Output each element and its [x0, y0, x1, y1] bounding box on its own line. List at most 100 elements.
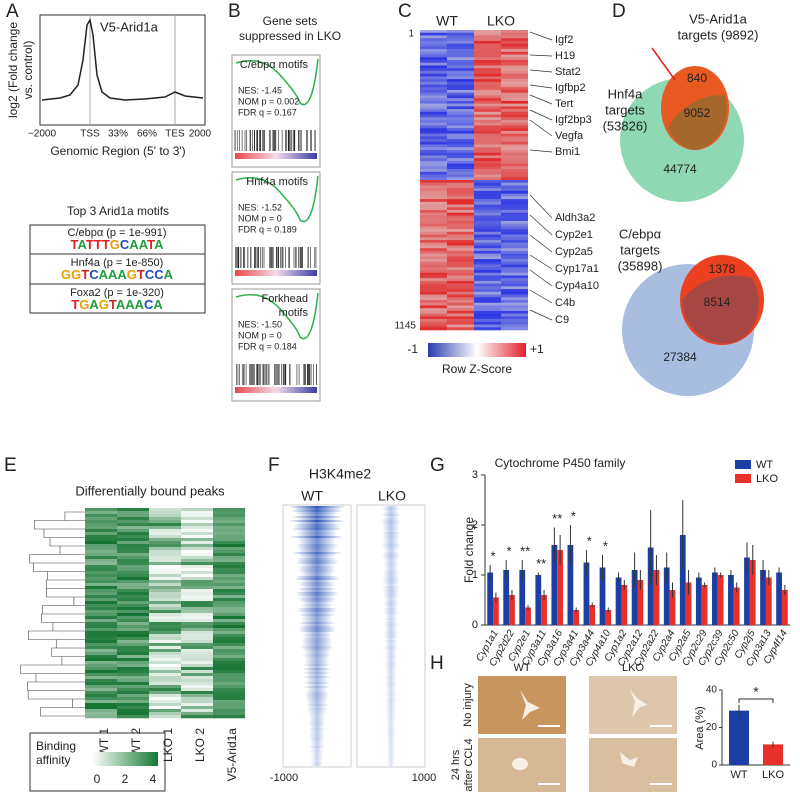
heat-cell	[420, 155, 447, 159]
heat-cell	[149, 634, 181, 638]
heat-row	[298, 628, 336, 630]
x-tick-label: 33%	[108, 129, 128, 140]
heat-row	[381, 514, 401, 516]
heat-cell	[181, 685, 213, 689]
heat-cell	[85, 655, 117, 659]
heat-cell	[85, 580, 117, 584]
heat-cell	[149, 598, 181, 602]
heat-cell	[501, 133, 528, 137]
bar	[647, 547, 654, 625]
heat-cell	[85, 652, 117, 656]
heat-cell	[149, 589, 181, 593]
heat-cell	[474, 158, 501, 162]
heat-cell	[117, 637, 149, 641]
heat-cell	[117, 544, 149, 548]
heat-cell	[420, 215, 447, 219]
heat-cell	[420, 182, 447, 186]
heat-row	[298, 550, 336, 552]
heat-cell	[213, 712, 245, 716]
bar	[621, 585, 628, 625]
legend-title: affinity	[36, 753, 70, 767]
heat-row	[306, 688, 328, 690]
heat-cell	[420, 321, 447, 325]
heat-row	[297, 548, 337, 550]
heat-cell	[149, 697, 181, 701]
heat-cell	[213, 559, 245, 563]
heat-cell	[181, 529, 213, 533]
heat-cell	[447, 171, 474, 175]
gsea-frame	[231, 54, 321, 168]
heat-cell	[213, 535, 245, 539]
gene-set-name: motifs	[279, 307, 309, 319]
heat-row	[385, 654, 397, 656]
heat-cell	[501, 182, 528, 186]
heat-cell	[474, 242, 501, 246]
significance: *	[490, 548, 495, 563]
heat-cell	[447, 106, 474, 110]
heat-cell	[447, 226, 474, 230]
heat-cell	[474, 65, 501, 69]
heat-cell	[501, 204, 528, 208]
heat-cell	[181, 562, 213, 566]
heat-cell	[149, 646, 181, 650]
heat-cell	[420, 231, 447, 235]
heat-cell	[501, 327, 528, 331]
heat-cell	[85, 637, 117, 641]
heat-cell	[447, 305, 474, 309]
heat-cell	[420, 199, 447, 203]
heat-row	[384, 626, 398, 628]
heat-cell	[149, 547, 181, 551]
heat-row	[383, 574, 399, 576]
heat-cell	[420, 226, 447, 230]
heat-cell	[117, 634, 149, 638]
bar	[669, 590, 676, 625]
heat-cell	[474, 57, 501, 61]
heat-cell	[474, 40, 501, 44]
rank-bar	[235, 270, 317, 276]
heat-cell	[149, 655, 181, 659]
heat-cell	[117, 664, 149, 668]
heat-cell	[420, 283, 447, 287]
heat-cell	[474, 46, 501, 50]
heat-row	[386, 736, 396, 738]
heat-row	[384, 656, 398, 658]
heat-cell	[447, 139, 474, 143]
heat-row	[384, 616, 398, 618]
gene-label: Cyp17a1	[555, 263, 599, 275]
profile-frame	[39, 14, 206, 126]
heat-cell	[474, 212, 501, 216]
heat-cell	[447, 234, 474, 238]
heat-row	[382, 542, 400, 544]
heat-row	[292, 508, 342, 510]
gene-label: Vegfa	[555, 130, 584, 142]
heat-cell	[447, 98, 474, 102]
heat-row	[303, 636, 331, 638]
heat-cell	[181, 511, 213, 515]
heat-row	[383, 602, 399, 604]
heat-cell	[474, 120, 501, 124]
heat-row	[310, 762, 324, 764]
heat-row	[384, 682, 398, 684]
heat-cell	[447, 310, 474, 314]
heat-cell	[447, 49, 474, 53]
gsea-curve	[235, 58, 319, 106]
heat-cell	[447, 207, 474, 211]
heat-cell	[85, 586, 117, 590]
heat-cell	[501, 310, 528, 314]
heat-cell	[85, 691, 117, 695]
heat-cell	[474, 103, 501, 107]
x-tick-label: 2000	[189, 129, 212, 140]
heat-cell	[474, 207, 501, 211]
heat-row	[308, 738, 326, 740]
heat-row	[301, 642, 333, 644]
heat-row	[386, 718, 396, 720]
heat-cell	[447, 76, 474, 80]
motif-label: C/ebpα (p = 1e-991)	[68, 227, 167, 239]
x-tick-label: −2000	[28, 129, 57, 140]
heat-cell	[181, 679, 213, 683]
heat-cell	[149, 523, 181, 527]
heat-cell	[447, 231, 474, 235]
heat-cell	[149, 631, 181, 635]
heat-row	[300, 574, 334, 576]
heat-row	[385, 670, 397, 672]
